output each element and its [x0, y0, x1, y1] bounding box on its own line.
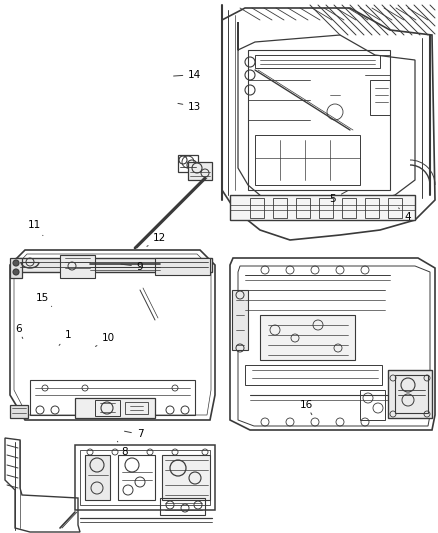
Circle shape [13, 269, 19, 275]
Text: 14: 14 [173, 70, 201, 79]
Text: 6: 6 [15, 325, 23, 338]
Polygon shape [232, 290, 248, 350]
Text: 13: 13 [178, 102, 201, 111]
Text: 1: 1 [59, 330, 71, 345]
Text: 12: 12 [147, 233, 166, 246]
Text: 16: 16 [300, 400, 313, 415]
Text: 10: 10 [95, 334, 115, 346]
Polygon shape [388, 370, 432, 418]
Text: 11: 11 [28, 221, 43, 236]
Circle shape [13, 260, 19, 266]
Text: 5: 5 [329, 191, 348, 204]
Polygon shape [10, 405, 28, 418]
Polygon shape [15, 258, 212, 272]
Text: 15: 15 [36, 294, 52, 306]
Polygon shape [155, 258, 210, 275]
Polygon shape [188, 162, 212, 180]
Polygon shape [85, 455, 110, 500]
Text: 7: 7 [124, 430, 144, 439]
Polygon shape [230, 195, 415, 220]
Text: 8: 8 [117, 441, 128, 457]
Polygon shape [260, 315, 355, 360]
Text: 9: 9 [121, 262, 144, 271]
Polygon shape [60, 255, 95, 278]
Text: 4: 4 [399, 208, 411, 222]
Polygon shape [10, 258, 22, 278]
Polygon shape [75, 398, 155, 418]
Polygon shape [162, 455, 210, 500]
